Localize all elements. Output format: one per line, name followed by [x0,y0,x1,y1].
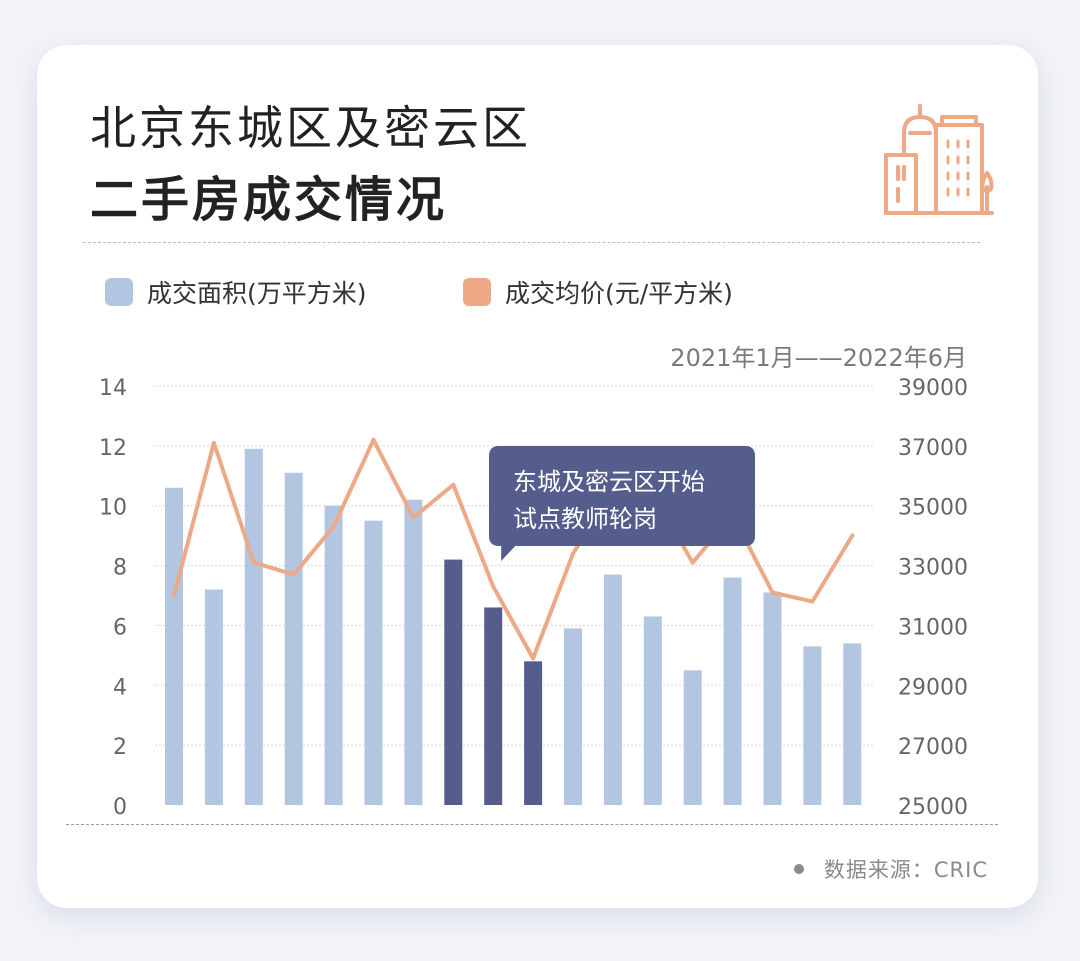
bar [683,670,702,805]
right-tick-label: 37000 [898,436,968,461]
right-tick-label: 25000 [898,795,968,820]
price-point [411,515,416,520]
left-tick-label: 4 [113,675,127,700]
chart-title: 北京东城区及密云区 [90,101,531,155]
price-point [451,482,456,487]
price-point [291,572,296,577]
chart-subtitle: 二手房成交情况 [90,172,448,228]
left-tick-label: 2 [113,735,127,760]
building-icon [884,104,994,215]
header-divider [83,242,980,243]
legend-label-area: 成交面积(万平方米) [147,279,367,308]
annotation-line1: 东城及密云区开始 [513,468,705,496]
source-bullet-icon [793,864,804,874]
price-point [371,437,376,442]
annotation-callout [489,446,755,561]
bar [364,520,383,805]
right-tick-label: 35000 [898,496,968,521]
bar [763,592,782,805]
price-point [211,440,216,445]
bar [564,628,582,805]
price-point [331,524,336,529]
bar [603,574,622,805]
left-tick-label: 10 [99,496,127,521]
bar [643,616,662,805]
source-label: 数据来源：CRIC [823,858,988,882]
legend-item-price: 成交均价(元/平方米) [463,274,733,310]
data-source: 数据来源：CRIC [793,854,988,884]
legend-swatch-price [463,278,491,306]
bar [324,505,343,805]
price-point [172,593,176,598]
bar-highlight [444,559,463,805]
price-point [690,560,695,565]
right-tick-label: 29000 [898,675,968,700]
right-tick-label: 31000 [898,615,968,640]
right-tick-label: 33000 [898,556,968,581]
bar [803,646,822,805]
left-tick-label: 6 [113,615,127,640]
bar [723,577,742,805]
bar-highlight [484,607,503,805]
bar-highlight [524,661,543,805]
bar [843,643,862,805]
legend-swatch-area [105,278,133,306]
legend-item-area: 成交面积(万平方米) [105,274,367,310]
bar [165,487,183,805]
chart-baseline-divider [66,824,998,825]
legend-label-price: 成交均价(元/平方米) [505,279,733,308]
price-point [571,551,575,556]
price-point [531,656,536,661]
price-point [770,590,775,595]
left-tick-label: 0 [113,795,127,820]
annotation-line2: 试点教师轮岗 [513,505,657,533]
price-point [491,584,496,589]
bar [284,472,303,805]
left-tick-label: 12 [99,436,127,461]
price-point [251,560,256,565]
bar [204,589,223,805]
bar [244,448,263,805]
price-point [810,599,815,604]
left-tick-label: 8 [113,556,127,581]
bar [404,499,423,805]
right-tick-label: 39000 [898,376,968,401]
date-range-label: 2021年1月——2022年6月 [670,344,967,372]
right-tick-label: 27000 [898,735,968,760]
price-point [850,533,855,538]
left-tick-label: 14 [99,376,127,401]
